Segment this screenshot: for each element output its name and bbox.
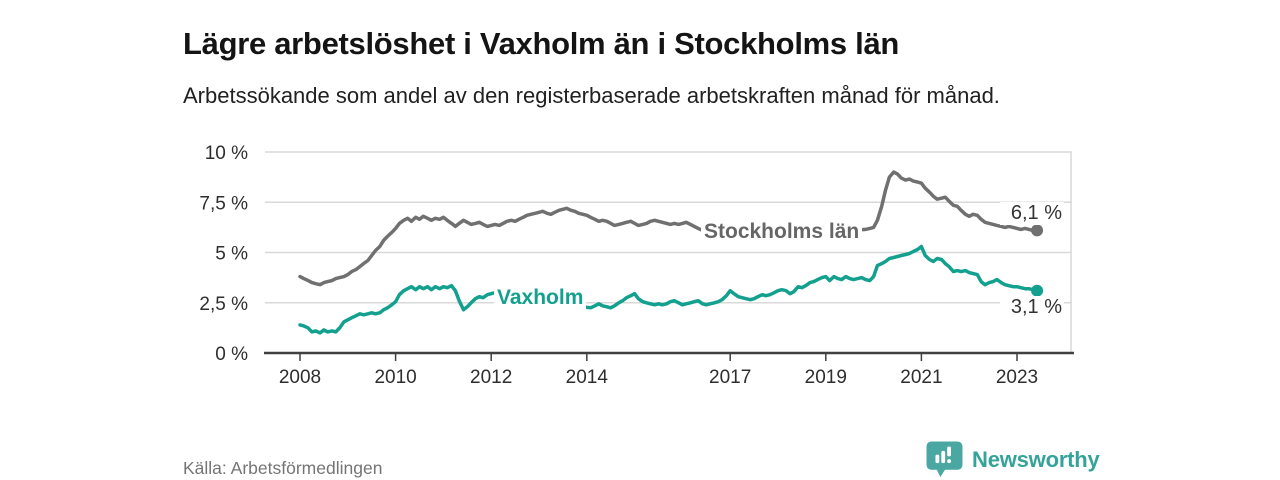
newsworthy-logo-text: Newsworthy (972, 446, 1100, 472)
series-end-dot-vaxholm (1031, 284, 1044, 297)
plot-svg: 0 % 2,5 % 5 % 7,5 % 10 % 2008 2010 2012 2014 2017… (199, 143, 1074, 388)
series-label-vaxholm: Vaxholm (494, 286, 587, 310)
newsworthy-logo[interactable]: Newsworthy (926, 441, 1100, 478)
end-value-stockholms-lan: 6,1 % (1000, 202, 1064, 225)
chart-subtitle: Arbetssökande som andel av den registerb… (183, 83, 1000, 108)
source-note: Källa: Arbetsförmedlingen (183, 458, 383, 478)
line-chart: 0 % 2,5 % 5 % 7,5 % 10 % 2008 2010 2012 2014 2017… (180, 140, 1110, 410)
x-tick-label: 2021 (900, 367, 942, 388)
series-line-stockholms-lan (298, 170, 1039, 287)
x-tick-label: 2017 (709, 367, 751, 388)
series-label-stockholms-lan: Stockholms län (701, 220, 863, 244)
series-line-vaxholm (298, 244, 1039, 335)
series-end-dot-stockholms-lan (1031, 224, 1044, 237)
x-tick-label: 2008 (279, 367, 321, 388)
newsworthy-logo-icon (926, 441, 963, 477)
x-tick-label: 2023 (996, 367, 1038, 388)
x-tick-label: 2012 (470, 367, 512, 388)
x-tick-label: 2014 (566, 367, 609, 388)
chart-title: Lägre arbetslöshet i Vaxholm än i Stockh… (183, 25, 900, 61)
x-tick-label: 2010 (374, 367, 416, 388)
y-tick-label: 5 % (215, 244, 248, 265)
y-tick-label: 7,5 % (199, 193, 248, 214)
y-tick-label: 2,5 % (199, 294, 248, 315)
x-tick-label: 2019 (805, 367, 847, 388)
end-value-vaxholm: 3,1 % (1000, 296, 1064, 319)
y-tick-label: 0 % (215, 344, 248, 365)
y-tick-label: 10 % (205, 143, 248, 164)
